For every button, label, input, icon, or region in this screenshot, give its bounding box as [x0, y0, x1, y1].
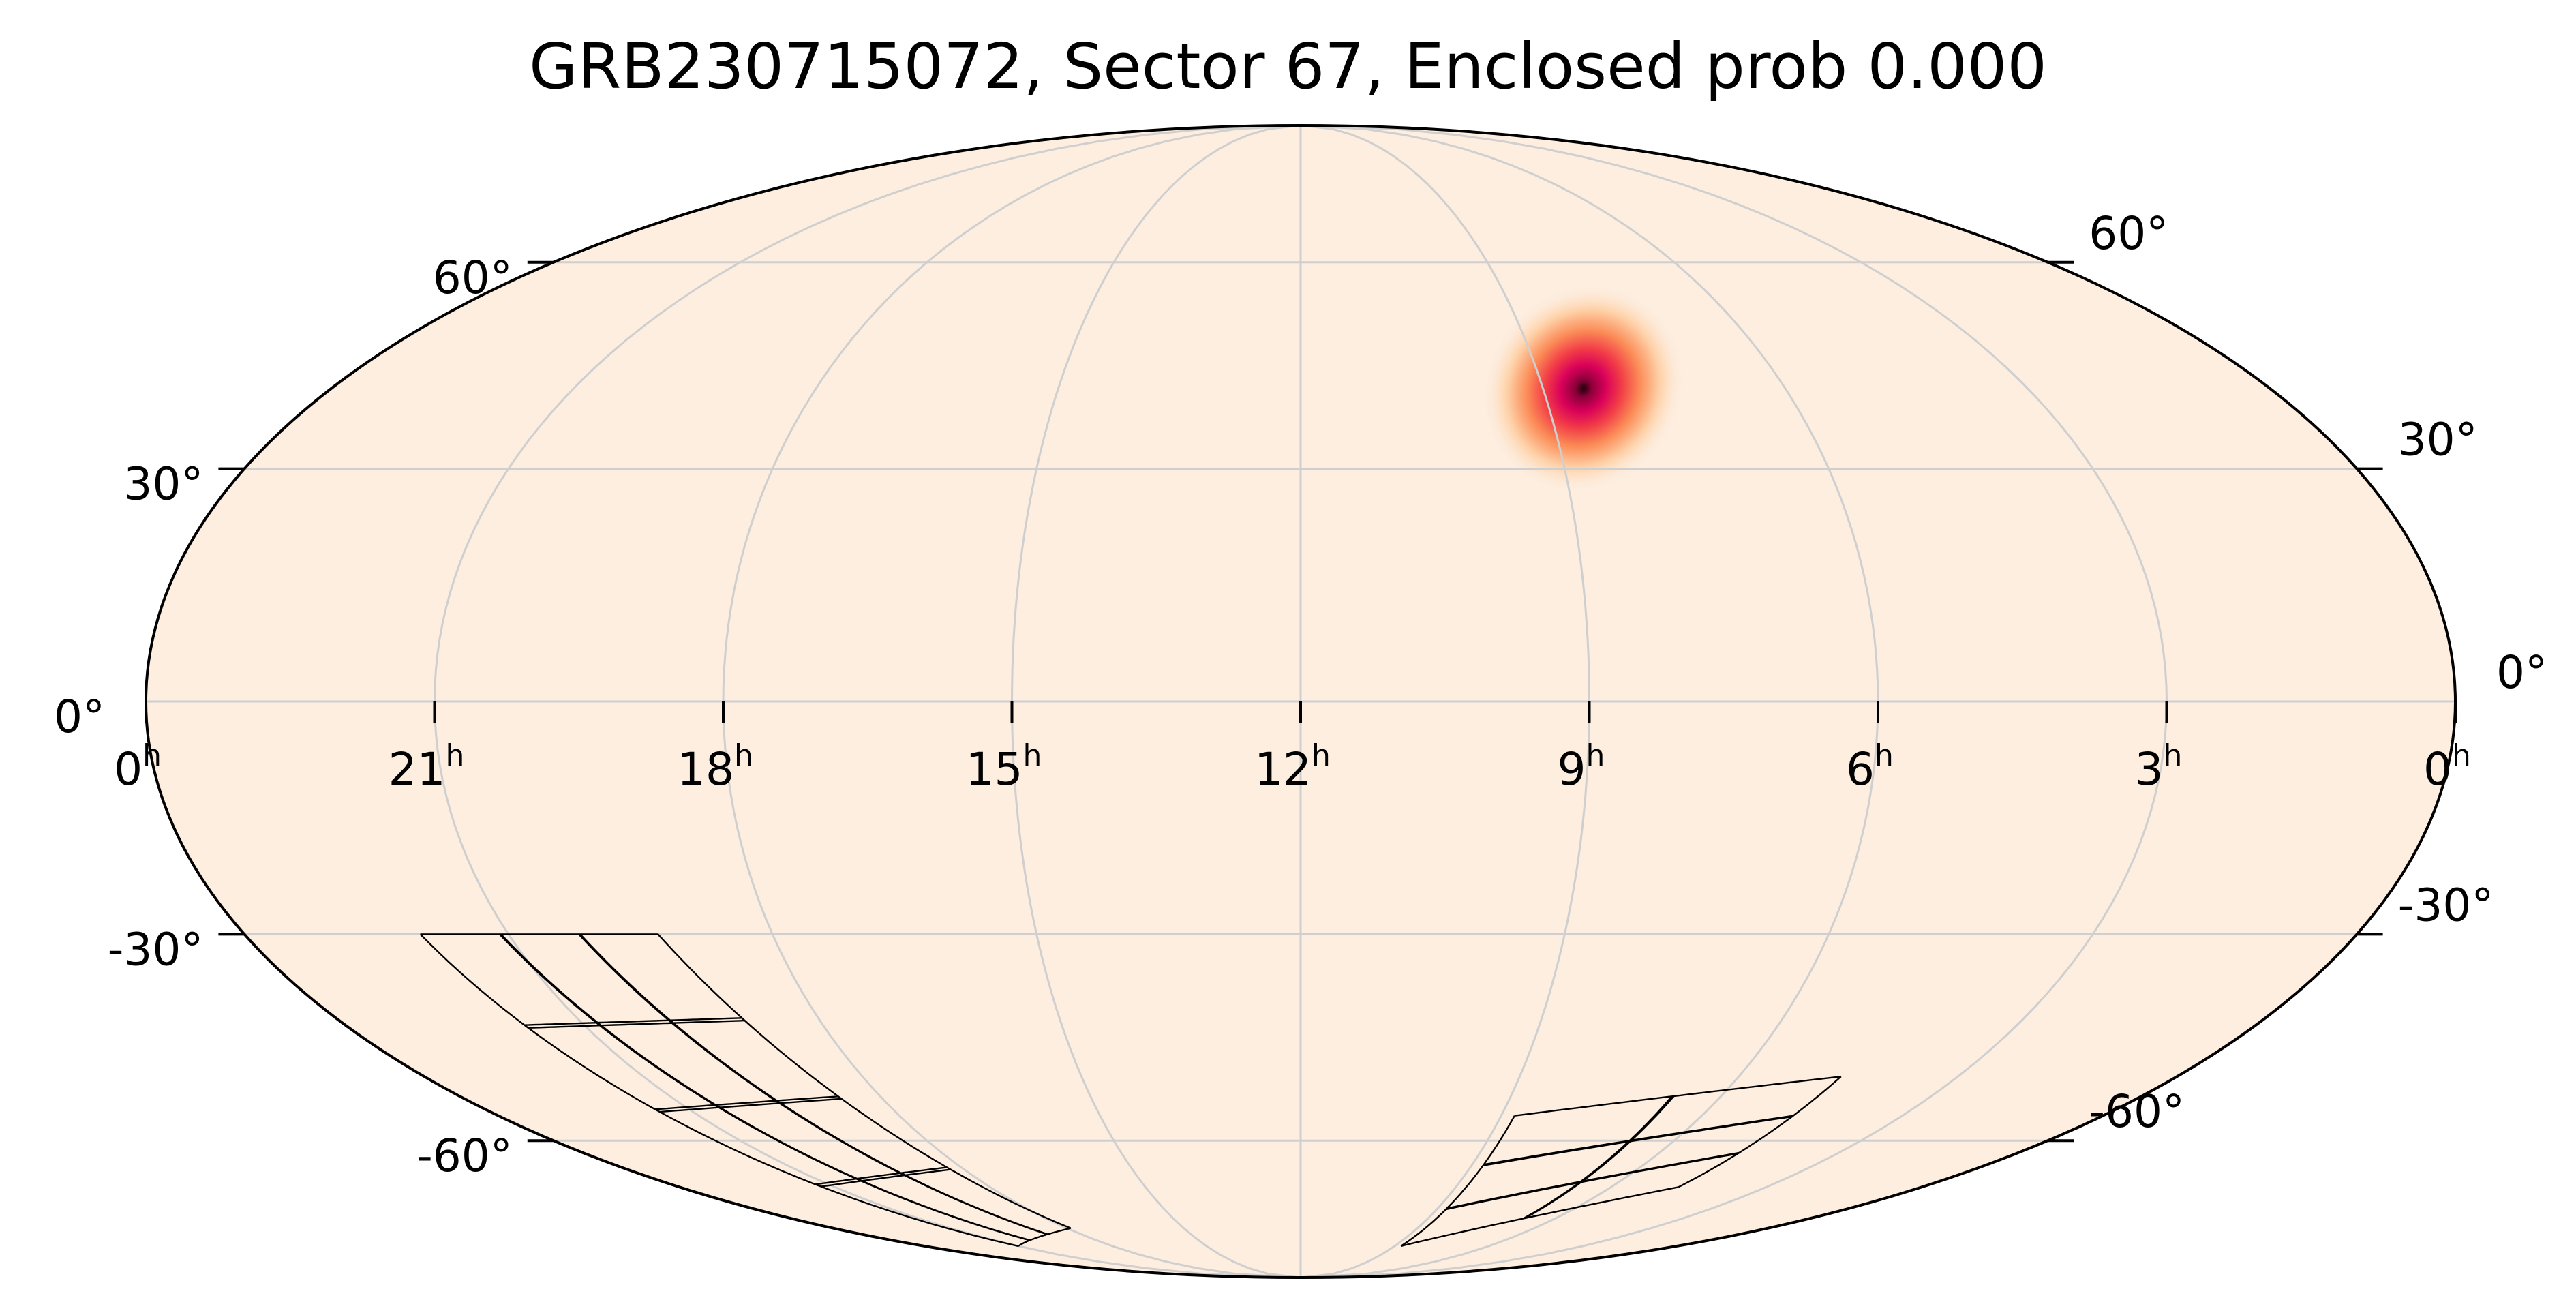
camera-group-a-row-1b	[528, 1019, 745, 1029]
dec-label-right-60: 60°	[2089, 207, 2168, 260]
dec-label-left--30: -30°	[108, 923, 204, 976]
camera-group-a-row-1	[524, 1017, 742, 1026]
ra-tick-label-6: 6h	[1846, 738, 1894, 796]
camera-group-a-row-2b	[659, 1098, 842, 1113]
chart-title: GRB230715072, Sector 67, Enclosed prob 0…	[529, 30, 2047, 103]
camera-group-a-row-4	[1018, 1227, 1071, 1247]
camera-group-b-col-1b	[1524, 1095, 1675, 1219]
dec-label-left-60: 60°	[433, 252, 513, 304]
ra-tick-label-12: 12h	[1254, 738, 1331, 796]
ra-tick-label-9: 9h	[1558, 738, 1605, 796]
probability-blob	[1481, 283, 1685, 494]
ra-tick-label-24: 0h	[114, 738, 162, 796]
camera-group-a-row-3	[815, 1166, 948, 1185]
dec-label-left-30: 30°	[123, 458, 203, 511]
dec-label-left-0: 0°	[54, 691, 105, 743]
camera-group-b-row-2b	[1445, 1153, 1738, 1211]
camera-group-a-row-2	[654, 1095, 838, 1110]
dec-label-right-0: 0°	[2496, 646, 2547, 699]
ra-tick-label-15: 15h	[966, 738, 1042, 796]
camera-group-b-row-3	[1400, 1186, 1679, 1248]
ra-tick-label-0: 0h	[2423, 738, 2471, 796]
dec-label-right--30: -30°	[2398, 879, 2494, 931]
ra-tick-label-18: 18h	[677, 738, 753, 796]
dec-label-right-30: 30°	[2398, 414, 2478, 466]
camera-group-b-row-1b	[1483, 1115, 1792, 1166]
camera-group-b-col-2	[1678, 1076, 1842, 1188]
camera-group-b-col-0	[1400, 1115, 1515, 1247]
dec-label-left--60: -60°	[416, 1130, 513, 1182]
ra-tick-label-21: 21h	[389, 738, 465, 796]
camera-group-b-row-0	[1514, 1076, 1841, 1117]
ra-tick-label-3: 3h	[2135, 738, 2183, 796]
dec-label-right--60: -60°	[2089, 1085, 2185, 1138]
camera-group-a-row-3b	[821, 1168, 951, 1188]
